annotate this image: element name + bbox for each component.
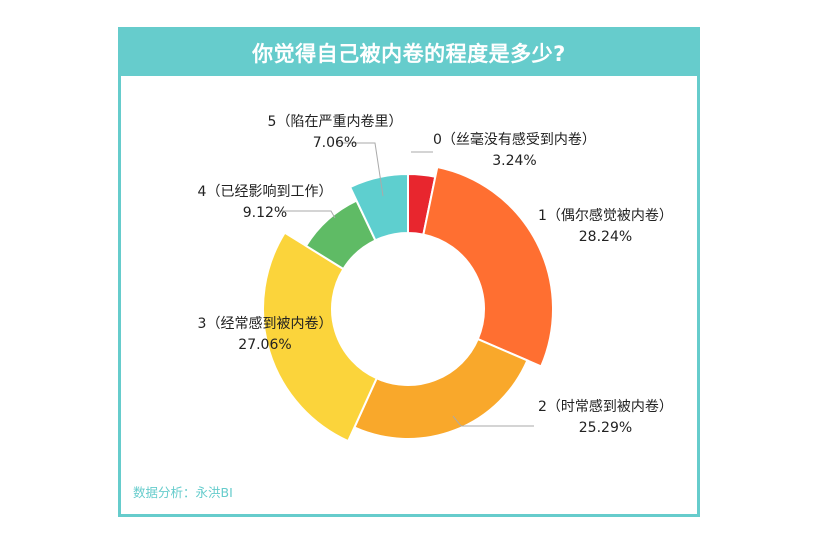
data-source-footer: 数据分析：永洪BI [133, 485, 233, 500]
chart-title: 你觉得自己被内卷的程度是多少? [252, 42, 566, 66]
slice-value-label-5: 7.06% [313, 135, 357, 151]
slice-label-3: 3（经常感到被内卷） [198, 315, 333, 332]
title-bar: 你觉得自己被内卷的程度是多少? [121, 30, 697, 76]
slice-value-label-4: 9.12% [243, 205, 287, 221]
leader-line-2 [452, 415, 534, 427]
donut-slice-3 [262, 231, 378, 443]
slice-label-2: 2（时常感到被内卷） [538, 398, 673, 415]
donut-slice-1 [422, 165, 554, 368]
slice-label-5: 5（陷在严重内卷里） [268, 114, 403, 130]
chart-frame: 你觉得自己被内卷的程度是多少? 0（丝毫没有感受到内卷） 3.24% 1（偶尔感觉被… [118, 27, 700, 517]
slice-value-label-0: 3.24% [492, 153, 536, 169]
donut-chart: 0（丝毫没有感受到内卷） 3.24% 1（偶尔感觉被内卷） 28.24% 2（时常感到被… [198, 114, 673, 443]
leader-line-4 [279, 210, 336, 219]
donut-slice-5 [348, 172, 409, 242]
slice-value-label-2: 25.29% [579, 420, 632, 436]
slice-label-0: 0（丝毫没有感受到内卷） [433, 131, 596, 148]
slice-label-4: 4（已经影响到工作） [198, 184, 333, 200]
slice-label-1: 1（偶尔感觉被内卷） [538, 207, 673, 224]
leader-line-5 [338, 142, 384, 197]
slice-value-label-1: 28.24% [579, 229, 632, 245]
slice-value-label-3: 27.06% [238, 337, 291, 353]
donut-slice-2 [353, 337, 529, 440]
